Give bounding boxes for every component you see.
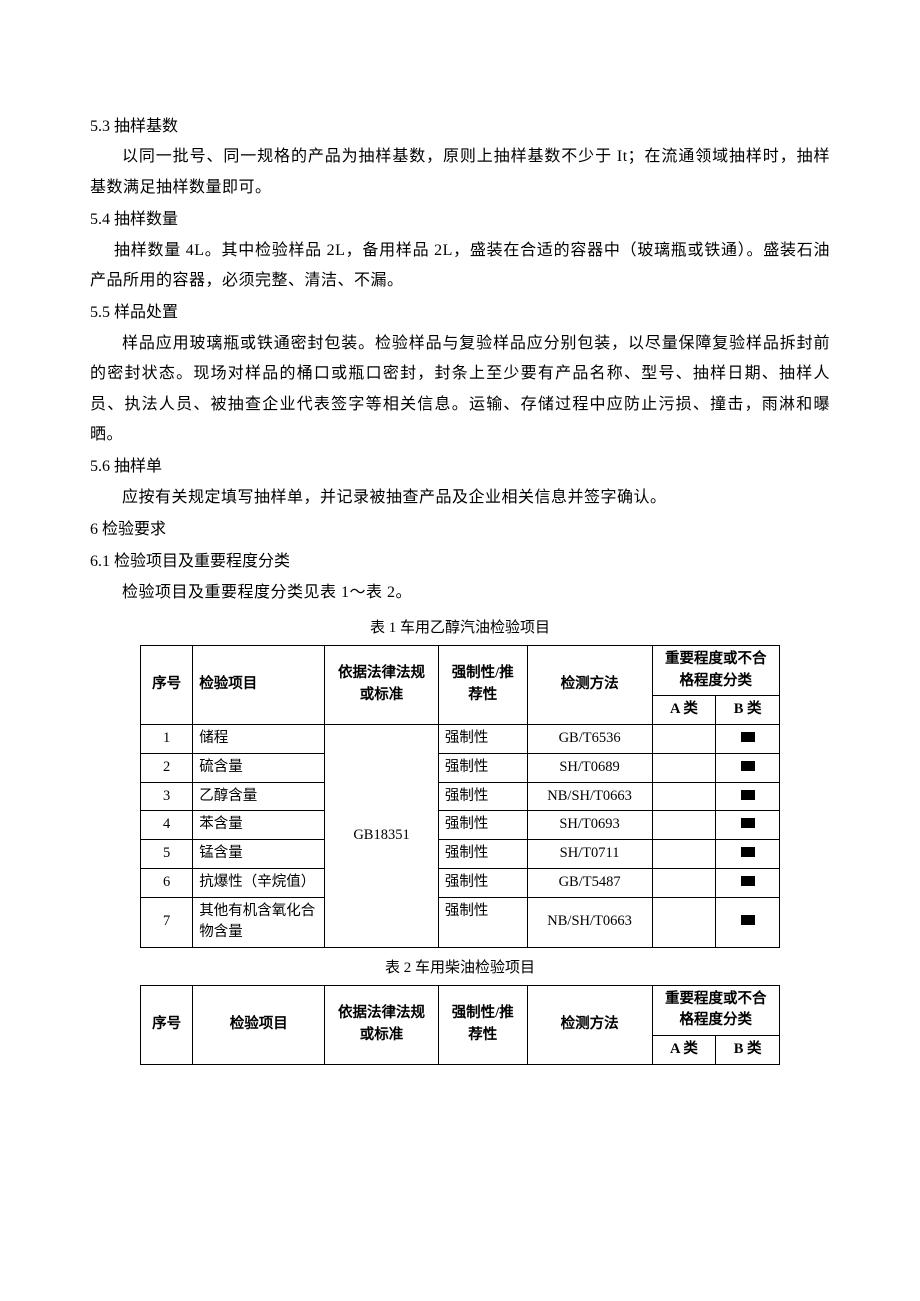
cell-method: SH/T0689 <box>527 753 652 782</box>
filled-marker-icon <box>741 915 755 925</box>
filled-marker-icon <box>741 847 755 857</box>
cell-mandatory: 强制性 <box>438 811 527 840</box>
th-item: 检验项目 <box>193 645 325 724</box>
cell-seq: 7 <box>141 897 193 948</box>
cell-method: NB/SH/T0663 <box>527 897 652 948</box>
cell-seq: 5 <box>141 840 193 869</box>
cell-basis: GB18351 <box>325 725 439 948</box>
cell-method: SH/T0711 <box>527 840 652 869</box>
cell-item: 硫含量 <box>193 753 325 782</box>
filled-marker-icon <box>741 876 755 886</box>
cell-item: 抗爆性（辛烷值） <box>193 868 325 897</box>
cell-catB <box>716 868 780 897</box>
th-category: 重要程度或不合格程度分类 <box>652 645 779 696</box>
th-mand: 强制性/推荐性 <box>438 645 527 724</box>
th2-seq: 序号 <box>141 985 193 1064</box>
table1-caption: 表 1 车用乙醇汽油检验项目 <box>90 614 830 643</box>
th-basis: 依据法律法规或标准 <box>325 645 439 724</box>
table-row: 6抗爆性（辛烷值） 强制性GB/T5487 <box>141 868 780 897</box>
table-row: 5锰含量 强制性SH/T0711 <box>141 840 780 869</box>
cell-catB <box>716 811 780 840</box>
table-row: 3乙醇含量 强制性NB/SH/T0663 <box>141 782 780 811</box>
cell-catB <box>716 753 780 782</box>
cell-catB <box>716 725 780 754</box>
cell-catA <box>652 811 716 840</box>
th2-catA: A 类 <box>652 1036 716 1065</box>
table2: 序号 检验项目 依据法律法规或标准 强制性/推荐性 检测方法 重要程度或不合格程… <box>140 985 780 1065</box>
cell-item: 乙醇含量 <box>193 782 325 811</box>
table-row: 4苯含量 强制性SH/T0693 <box>141 811 780 840</box>
paragraph-6-1: 检验项目及重要程度分类见表 1～表 2。 <box>90 578 830 608</box>
th2-basis: 依据法律法规或标准 <box>325 985 439 1064</box>
cell-seq: 1 <box>141 725 193 754</box>
cell-catA <box>652 753 716 782</box>
paragraph-5-6: 应按有关规定填写抽样单，并记录被抽查产品及企业相关信息并签字确认。 <box>90 483 830 513</box>
th2-category: 重要程度或不合格程度分类 <box>652 985 779 1036</box>
cell-seq: 6 <box>141 868 193 897</box>
cell-mandatory: 强制性 <box>438 753 527 782</box>
filled-marker-icon <box>741 790 755 800</box>
th-method: 检测方法 <box>527 645 652 724</box>
table1-header-row: 序号 检验项目 依据法律法规或标准 强制性/推荐性 检测方法 重要程度或不合格程… <box>141 645 780 696</box>
th-seq: 序号 <box>141 645 193 724</box>
th-catB: B 类 <box>716 696 780 725</box>
cell-item: 储程 <box>193 725 325 754</box>
th2-catB: B 类 <box>716 1036 780 1065</box>
cell-catA <box>652 897 716 948</box>
cell-seq: 3 <box>141 782 193 811</box>
cell-item: 锰含量 <box>193 840 325 869</box>
cell-method: GB/T5487 <box>527 868 652 897</box>
cell-item: 其他有机含氧化合物含量 <box>193 897 325 948</box>
heading-6-1: 6.1 检验项目及重要程度分类 <box>90 547 830 577</box>
cell-method: SH/T0693 <box>527 811 652 840</box>
table-row: 1储程GB18351强制性GB/T6536 <box>141 725 780 754</box>
paragraph-5-3: 以同一批号、同一规格的产品为抽样基数，原则上抽样基数不少于 It；在流通领域抽样… <box>90 142 830 203</box>
cell-catB <box>716 782 780 811</box>
th2-mand: 强制性/推荐性 <box>438 985 527 1064</box>
cell-mandatory: 强制性 <box>438 868 527 897</box>
cell-catB <box>716 840 780 869</box>
cell-mandatory: 强制性 <box>438 782 527 811</box>
cell-item: 苯含量 <box>193 811 325 840</box>
cell-mandatory: 强制性 <box>438 897 527 948</box>
th2-method: 检测方法 <box>527 985 652 1064</box>
cell-catA <box>652 868 716 897</box>
cell-mandatory: 强制性 <box>438 725 527 754</box>
table2-caption: 表 2 车用柴油检验项目 <box>90 954 830 983</box>
heading-5-5: 5.5 样品处置 <box>90 298 830 328</box>
th-catA: A 类 <box>652 696 716 725</box>
cell-catA <box>652 840 716 869</box>
filled-marker-icon <box>741 761 755 771</box>
cell-catB <box>716 897 780 948</box>
heading-5-3: 5.3 抽样基数 <box>90 112 830 142</box>
cell-catA <box>652 782 716 811</box>
heading-6: 6 检验要求 <box>90 515 830 545</box>
heading-5-4: 5.4 抽样数量 <box>90 205 830 235</box>
filled-marker-icon <box>741 732 755 742</box>
cell-method: NB/SH/T0663 <box>527 782 652 811</box>
table1: 序号 检验项目 依据法律法规或标准 强制性/推荐性 检测方法 重要程度或不合格程… <box>140 645 780 948</box>
cell-catA <box>652 725 716 754</box>
cell-method: GB/T6536 <box>527 725 652 754</box>
th2-item: 检验项目 <box>193 985 325 1064</box>
heading-5-6: 5.6 抽样单 <box>90 452 830 482</box>
paragraph-5-4: 抽样数量 4L。其中检验样品 2L，备用样品 2L，盛装在合适的容器中（玻璃瓶或… <box>90 236 830 297</box>
cell-seq: 2 <box>141 753 193 782</box>
table-row: 2硫含量 强制性SH/T0689 <box>141 753 780 782</box>
cell-seq: 4 <box>141 811 193 840</box>
table2-header-row: 序号 检验项目 依据法律法规或标准 强制性/推荐性 检测方法 重要程度或不合格程… <box>141 985 780 1036</box>
paragraph-5-5: 样品应用玻璃瓶或铁通密封包装。检验样品与复验样品应分别包装，以尽量保障复验样品拆… <box>90 329 830 451</box>
table-row: 7其他有机含氧化合物含量 强制性NB/SH/T0663 <box>141 897 780 948</box>
filled-marker-icon <box>741 818 755 828</box>
cell-mandatory: 强制性 <box>438 840 527 869</box>
